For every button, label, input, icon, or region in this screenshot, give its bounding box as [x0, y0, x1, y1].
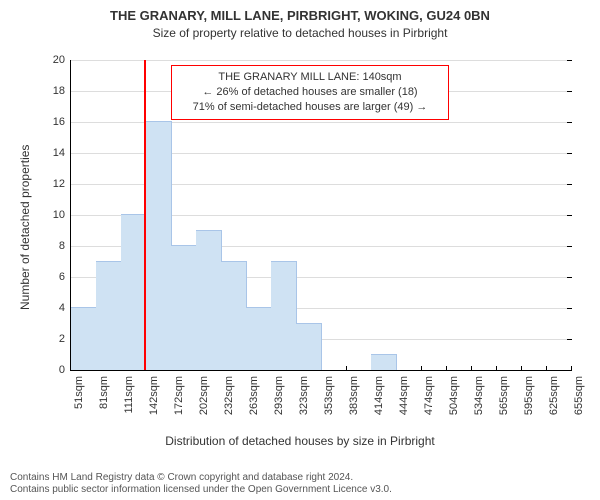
- x-tick-label: 414sqm: [373, 376, 385, 415]
- y-tick-label: 8: [59, 240, 71, 252]
- y-tick-label: 14: [53, 147, 71, 159]
- y-tick-label: 10: [53, 209, 71, 221]
- x-tick-label: 172sqm: [173, 376, 185, 415]
- y-tick-mark: [567, 122, 572, 123]
- x-tick-mark: [571, 366, 572, 371]
- histogram-bar: [371, 354, 397, 371]
- x-tick-label: 323sqm: [298, 376, 310, 415]
- x-tick-label: 474sqm: [423, 376, 435, 415]
- y-tick-label: 0: [59, 364, 71, 376]
- y-tick-label: 6: [59, 271, 71, 283]
- x-tick-label: 81sqm: [98, 376, 110, 409]
- histogram-bar: [71, 307, 97, 370]
- y-tick-label: 12: [53, 178, 71, 190]
- histogram-bar: [121, 214, 147, 370]
- x-tick-mark: [421, 366, 422, 371]
- x-tick-label: 534sqm: [473, 376, 485, 415]
- x-tick-label: 655sqm: [573, 376, 585, 415]
- property-marker-line: [144, 60, 146, 370]
- histogram-bar: [146, 121, 172, 370]
- x-tick-label: 51sqm: [73, 376, 85, 409]
- histogram-bar: [196, 230, 222, 371]
- histogram-bar: [96, 261, 122, 371]
- y-tick-mark: [567, 153, 572, 154]
- footer-attribution: Contains HM Land Registry data © Crown c…: [10, 472, 392, 496]
- x-tick-label: 263sqm: [248, 376, 260, 415]
- x-tick-label: 232sqm: [223, 376, 235, 415]
- y-tick-mark: [567, 215, 572, 216]
- y-tick-mark: [567, 277, 572, 278]
- x-tick-label: 202sqm: [198, 376, 210, 415]
- chart-plot-area: 0246810121416182051sqm81sqm111sqm142sqm1…: [70, 60, 571, 371]
- x-tick-label: 504sqm: [448, 376, 460, 415]
- x-tick-mark: [496, 366, 497, 371]
- x-tick-mark: [521, 366, 522, 371]
- y-tick-mark: [567, 184, 572, 185]
- y-tick-label: 16: [53, 116, 71, 128]
- y-tick-mark: [567, 339, 572, 340]
- callout-line: ← 26% of detached houses are smaller (18…: [180, 85, 440, 100]
- x-axis-label: Distribution of detached houses by size …: [0, 434, 600, 448]
- footer-line: Contains public sector information licen…: [10, 484, 392, 496]
- y-tick-mark: [567, 308, 572, 309]
- x-tick-label: 565sqm: [498, 376, 510, 415]
- callout-line: 71% of semi-detached houses are larger (…: [180, 100, 440, 115]
- y-tick-mark: [567, 60, 572, 61]
- page-subtitle: Size of property relative to detached ho…: [0, 26, 600, 40]
- x-tick-label: 383sqm: [348, 376, 360, 415]
- y-tick-label: 20: [53, 54, 71, 66]
- histogram-bar: [246, 307, 272, 370]
- callout-line: THE GRANARY MILL LANE: 140sqm: [180, 70, 440, 85]
- footer-line: Contains HM Land Registry data © Crown c…: [10, 472, 392, 484]
- histogram-bar: [221, 261, 247, 371]
- y-tick-label: 4: [59, 302, 71, 314]
- y-tick-mark: [567, 91, 572, 92]
- x-tick-label: 595sqm: [523, 376, 535, 415]
- histogram-bar: [296, 323, 322, 371]
- x-tick-label: 625sqm: [548, 376, 560, 415]
- callout-box: THE GRANARY MILL LANE: 140sqm← 26% of de…: [171, 65, 449, 120]
- y-axis-label: Number of detached properties: [18, 145, 32, 310]
- x-tick-mark: [346, 366, 347, 371]
- x-tick-mark: [546, 366, 547, 371]
- x-tick-label: 293sqm: [273, 376, 285, 415]
- y-tick-label: 2: [59, 333, 71, 345]
- y-tick-mark: [567, 246, 572, 247]
- x-tick-label: 444sqm: [398, 376, 410, 415]
- page-title: THE GRANARY, MILL LANE, PIRBRIGHT, WOKIN…: [0, 8, 600, 23]
- histogram-bar: [271, 261, 297, 371]
- histogram-bar: [171, 245, 197, 370]
- x-tick-label: 142sqm: [148, 376, 160, 415]
- x-tick-mark: [446, 366, 447, 371]
- x-tick-label: 353sqm: [323, 376, 335, 415]
- x-tick-label: 111sqm: [123, 376, 135, 414]
- x-tick-mark: [471, 366, 472, 371]
- y-tick-label: 18: [53, 85, 71, 97]
